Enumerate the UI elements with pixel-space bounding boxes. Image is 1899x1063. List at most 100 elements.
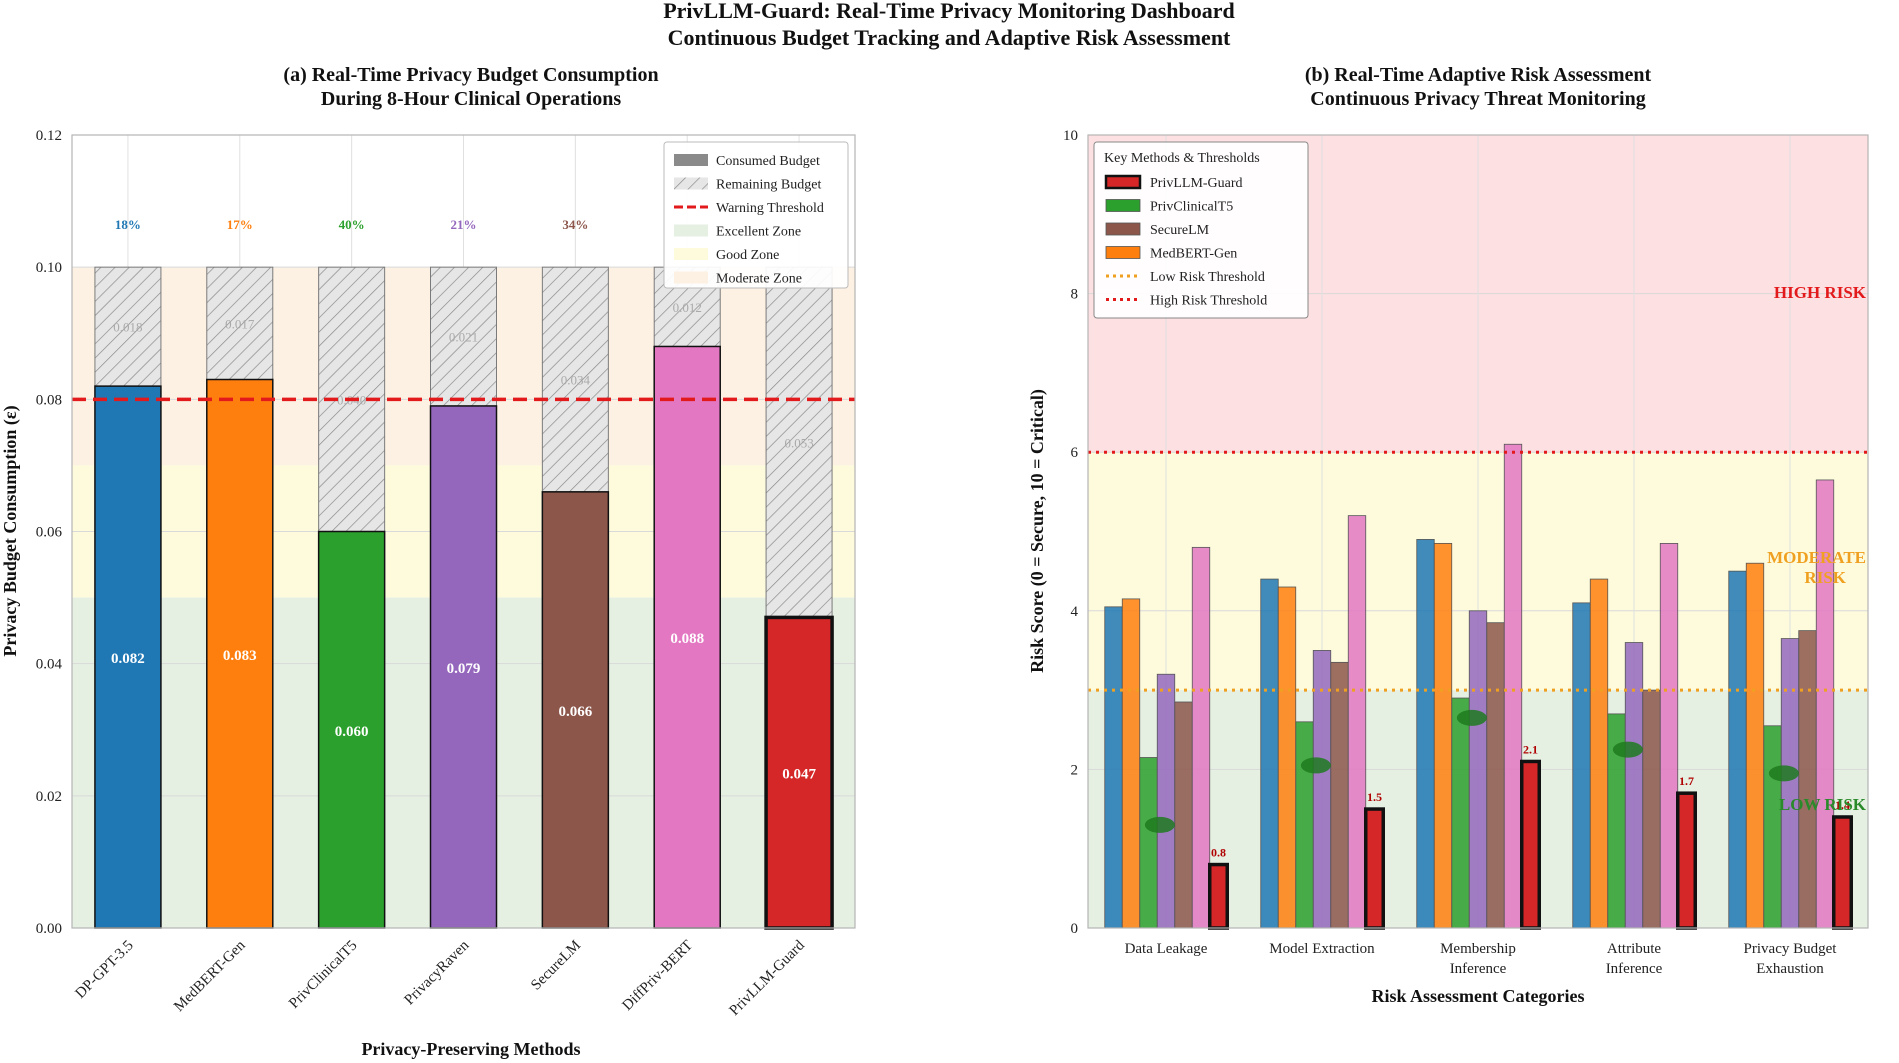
x-tick-label-line: Exhaustion	[1756, 961, 1824, 977]
remaining-percent-label: 21%	[451, 217, 477, 232]
consumed-value-label: 0.079	[447, 661, 481, 677]
panel-b-frame	[1087, 134, 1869, 929]
consumed-value-label: 0.060	[335, 724, 369, 740]
x-tick-label-line: Inference	[1450, 961, 1507, 977]
risk-bar-privacyraven	[1468, 610, 1488, 929]
legend-swatch	[674, 271, 708, 284]
legend-swatch	[1105, 246, 1141, 259]
x-tick-label: DP-GPT-3.5	[72, 938, 136, 1002]
x-tick-label: SecureLM	[528, 938, 584, 994]
remaining-percent-label: 18%	[115, 217, 141, 232]
panel-b-title-line2: Continuous Privacy Threat Monitoring	[1310, 88, 1645, 110]
risk-bar-securelm	[1486, 622, 1505, 929]
x-tick-label: Data Leakage	[1125, 941, 1208, 957]
risk-bar-securelm	[1798, 630, 1817, 929]
legend-swatch	[674, 248, 708, 260]
panel-a-budget-chart: (a) Real-Time Privacy Budget Consumption…	[0, 64, 856, 1059]
remaining-percent-label: 34%	[562, 217, 588, 232]
x-tick-label: PrivacyRaven	[402, 937, 473, 1008]
x-tick-label-line: Inference	[1606, 961, 1663, 977]
consumed-value-label: 0.083	[223, 648, 257, 664]
remaining-budget-bar	[765, 266, 833, 618]
legend-label: MedBERT-Gen	[1150, 247, 1237, 262]
low-risk-zone-label: LOW RISK	[1779, 795, 1867, 814]
remaining-value-label: 0.018	[113, 320, 142, 335]
guard-value-label: 1.7	[1679, 774, 1694, 788]
panel-b-legend: Key Methods & Thresholds PrivLLM-Guard Pri…	[1093, 141, 1309, 319]
y-tick-label: 2	[1071, 762, 1079, 778]
x-tick-label: PrivLLM-Guard	[726, 937, 808, 1019]
risk-bar-privacyraven	[1780, 638, 1800, 929]
legend-swatch	[674, 154, 708, 166]
y-tick-label: 8	[1071, 287, 1079, 303]
panel-a-xlabel: Privacy-Preserving Methods	[361, 1039, 580, 1059]
x-tick-label: Privacy Budget Exhaustion	[1744, 941, 1838, 977]
risk-bar-medbert-gen	[1121, 598, 1141, 929]
risk-bar-privllm-guard	[1364, 807, 1385, 930]
consumed-value-label: 0.066	[558, 704, 592, 720]
panel-a-title-line2: During 8-Hour Clinical Operations	[321, 88, 621, 110]
improvement-marker	[1144, 816, 1175, 833]
moderate-risk-zone-label-line1: MODERATE	[1767, 548, 1866, 567]
x-tick-label: MedBERT-Gen	[171, 937, 249, 1015]
risk-bar-privclinicalt5	[1763, 725, 1782, 929]
risk-bar-medbert-gen	[1589, 578, 1609, 929]
risk-bar-privllm-guard	[1520, 759, 1541, 930]
legend-label: PrivLLM-Guard	[1150, 176, 1243, 191]
legend-title: Key Methods & Thresholds	[1104, 151, 1260, 166]
legend-swatch	[1105, 222, 1141, 236]
legend-swatch	[674, 177, 708, 190]
legend-label: High Risk Threshold	[1150, 294, 1267, 309]
panel-b-risk-chart: (b) Real-Time Adaptive Risk Assessment C…	[1027, 64, 1869, 1006]
remaining-value-label: 0.017	[225, 316, 255, 331]
panel-b-ylabel: Risk Score (0 = Secure, 10 = Critical)	[1027, 389, 1048, 673]
consumed-value-label: 0.088	[670, 631, 704, 647]
risk-bar-privllm-guard	[1832, 815, 1853, 930]
risk-bar-privclinicalt5	[1295, 721, 1314, 929]
consumed-value-label: 0.047	[782, 767, 816, 783]
risk-bar-dp-gpt-3-5	[1104, 606, 1123, 929]
risk-bar-diffpriv-bert	[1347, 515, 1367, 929]
y-tick-label: 6	[1071, 445, 1079, 461]
panel-a-frame	[71, 134, 856, 929]
risk-bar-privacyraven	[1624, 642, 1644, 929]
y-tick-label: 0.06	[36, 525, 63, 541]
legend-label: Good Zone	[716, 248, 779, 263]
panel-a-ylabel: Privacy Budget Consumption (ε)	[0, 405, 21, 656]
improvement-marker	[1456, 709, 1487, 726]
risk-bar-dp-gpt-3-5	[1416, 539, 1435, 929]
consumed-budget-bar	[429, 405, 498, 929]
legend-label: PrivClinicalT5	[1150, 200, 1233, 215]
remaining-value-label: 0.053	[784, 435, 813, 450]
x-tick-label-line: Membership	[1440, 941, 1516, 957]
risk-bar-medbert-gen	[1433, 542, 1453, 929]
y-tick-label: 0.00	[36, 921, 62, 937]
improvement-marker	[1300, 757, 1331, 774]
risk-bar-securelm	[1174, 701, 1193, 929]
risk-bar-diffpriv-bert	[1191, 546, 1211, 929]
legend-label: Excellent Zone	[716, 225, 801, 240]
risk-bar-privllm-guard	[1676, 791, 1697, 930]
x-tick-label: Attribute Inference	[1606, 941, 1663, 977]
y-tick-label: 0.04	[36, 657, 63, 673]
legend-swatch	[674, 224, 708, 237]
figure-title-line1: PrivLLM-Guard: Real-Time Privacy Monitor…	[663, 0, 1235, 23]
y-tick-label: 4	[1071, 604, 1079, 620]
remaining-budget-bar	[206, 266, 274, 381]
remaining-percent-label: 17%	[227, 217, 253, 232]
y-tick-label: 10	[1063, 128, 1078, 144]
legend-label: Moderate Zone	[716, 272, 802, 287]
x-tick-label: Membership Inference	[1440, 941, 1516, 977]
legend-box	[1093, 141, 1309, 319]
guard-value-label: 0.8	[1211, 846, 1226, 860]
y-tick-label: 0.08	[36, 392, 62, 408]
remaining-budget-bar	[541, 266, 609, 493]
consumed-budget-bar	[653, 345, 721, 929]
risk-bar-diffpriv-bert	[1503, 443, 1523, 929]
consumed-budget-bar	[541, 491, 610, 929]
risk-bar-privacyraven	[1156, 673, 1176, 929]
legend-swatch	[1104, 174, 1142, 190]
moderate-risk-zone-label-line2: RISK	[1804, 568, 1846, 587]
x-tick-label-line: Privacy Budget	[1744, 941, 1838, 957]
risk-bar-securelm	[1330, 661, 1349, 929]
